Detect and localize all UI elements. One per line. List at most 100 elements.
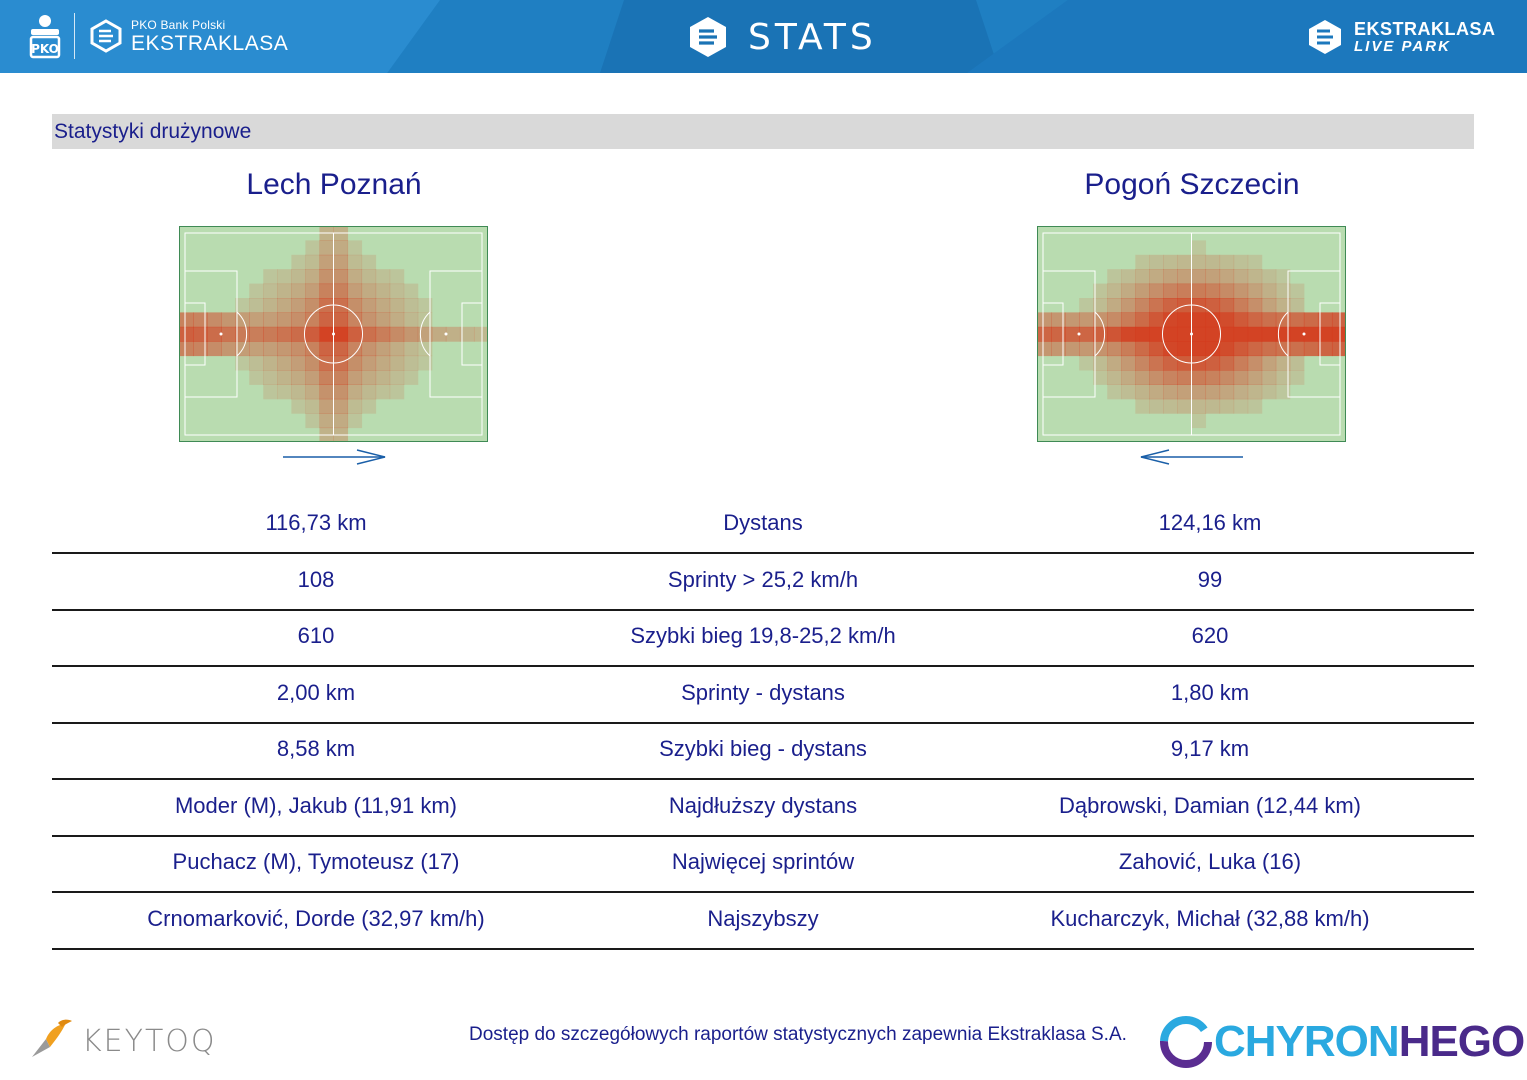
- home-value: Puchacz (M), Tymoteusz (17): [172, 849, 460, 874]
- heat-cell: [1107, 326, 1122, 342]
- heat-cell: [333, 370, 349, 385]
- heat-cell: [1247, 398, 1263, 414]
- heat-cell: [361, 254, 377, 270]
- heat-cell: [291, 298, 306, 313]
- away-value: 124,16 km: [1158, 510, 1262, 535]
- heat-cell: [1107, 370, 1122, 385]
- heat-cell: [1121, 298, 1136, 313]
- heat-cell: [1289, 370, 1305, 385]
- heat-cell: [1219, 384, 1235, 400]
- heat-cell: [1233, 283, 1249, 299]
- heat-cell: [1191, 370, 1207, 385]
- heat-cell: [1233, 370, 1249, 385]
- heat-cell: [1065, 326, 1080, 342]
- heat-cell: [375, 326, 391, 342]
- heat-cell: [263, 355, 278, 371]
- heat-cell: [389, 326, 405, 342]
- heat-cell: [1135, 283, 1150, 299]
- heat-cell: [1107, 298, 1122, 313]
- heat-cell: [347, 269, 363, 285]
- heat-cell: [1219, 269, 1235, 285]
- heat-cell: [1247, 326, 1263, 342]
- hego-text: HEGO: [1398, 1017, 1526, 1066]
- heat-cell: [319, 355, 334, 371]
- stat-row: 2,00 km Sprinty - dystans 1,80 km: [52, 666, 1474, 724]
- heat-cell: [1121, 384, 1136, 400]
- heat-cell: [263, 326, 278, 342]
- page-title: STATS: [748, 16, 877, 58]
- heat-cell: [1149, 384, 1164, 400]
- stat-label: Najszybszy: [707, 906, 819, 931]
- heat-cell: [1121, 341, 1136, 357]
- heat-cell: [361, 370, 377, 385]
- heat-cell: [249, 370, 264, 385]
- heat-cell: [347, 283, 363, 299]
- heat-cell: [319, 240, 334, 256]
- heat-cell: [1149, 355, 1164, 371]
- heat-cell: [1303, 326, 1319, 342]
- heat-cell: [1247, 312, 1263, 328]
- heat-cell: [263, 370, 278, 385]
- heat-cell: [347, 254, 363, 270]
- heat-cell: [375, 341, 391, 357]
- heat-cell: [389, 312, 405, 328]
- stat-label: Dystans: [723, 510, 803, 535]
- heat-cell: [347, 370, 363, 385]
- heat-cell: [1331, 326, 1346, 342]
- heat-cell: [277, 269, 292, 285]
- heat-cell: [305, 298, 320, 313]
- heat-cell: [193, 341, 208, 357]
- heat-cell: [1247, 269, 1263, 285]
- heat-cell: [1219, 341, 1235, 357]
- heat-cell: [277, 283, 292, 299]
- heat-cell: [1191, 413, 1207, 429]
- heat-cell: [249, 283, 264, 299]
- section-title: Statystyki drużynowe: [54, 120, 252, 143]
- heat-cell: [319, 370, 334, 385]
- heat-cell: [1135, 312, 1150, 328]
- heat-cell: [1289, 312, 1305, 328]
- heat-cell: [1261, 355, 1277, 371]
- heat-cell: [1233, 341, 1249, 357]
- heat-cell: [1163, 254, 1178, 270]
- heat-cell: [459, 326, 475, 342]
- heat-cell: [361, 283, 377, 299]
- pitch-lines: [184, 232, 483, 436]
- heat-cell: [1051, 326, 1066, 342]
- stat-label: Szybki bieg 19,8-25,2 km/h: [630, 623, 896, 648]
- header-band-center: [600, 0, 1000, 73]
- header-band-left: [0, 0, 440, 73]
- heat-cell: [1261, 341, 1277, 357]
- heat-cell: [333, 312, 349, 328]
- heat-cell: [1121, 312, 1136, 328]
- heat-cell: [179, 341, 194, 357]
- heat-cell: [291, 341, 306, 357]
- heat-cell: [1275, 355, 1291, 371]
- heat-cell: [249, 355, 264, 371]
- ekstraklasa-badge-icon: [1309, 20, 1341, 54]
- heat-cell: [1275, 283, 1291, 299]
- heat-cell: [1177, 398, 1192, 414]
- pko-bank-icon: PKO: [29, 15, 61, 59]
- heat-cell: [221, 341, 236, 357]
- heat-cell: [1149, 254, 1164, 270]
- heat-cell: [1247, 341, 1263, 357]
- heat-cell: [1177, 269, 1192, 285]
- away-value: 1,80 km: [1170, 680, 1250, 705]
- heat-cell: [277, 384, 292, 400]
- heat-cell: [1247, 298, 1263, 313]
- heat-cell: [1205, 298, 1221, 313]
- heat-cell: [1107, 283, 1122, 299]
- heat-cell: [347, 298, 363, 313]
- heat-cell: [1233, 312, 1249, 328]
- heat-cell: [319, 413, 334, 429]
- heat-cell: [1177, 384, 1192, 400]
- heat-cell: [1247, 283, 1263, 299]
- heat-cell: [305, 269, 320, 285]
- heat-cell: [1037, 312, 1052, 328]
- heat-cell: [375, 269, 391, 285]
- heat-cell: [249, 312, 264, 328]
- away-value: Dąbrowski, Damian (12,44 km): [1059, 793, 1361, 818]
- heat-cell: [1121, 355, 1136, 371]
- header-bar: PKO PKO Bank Polski EKSTRAKLASA STATS EK…: [0, 0, 1527, 73]
